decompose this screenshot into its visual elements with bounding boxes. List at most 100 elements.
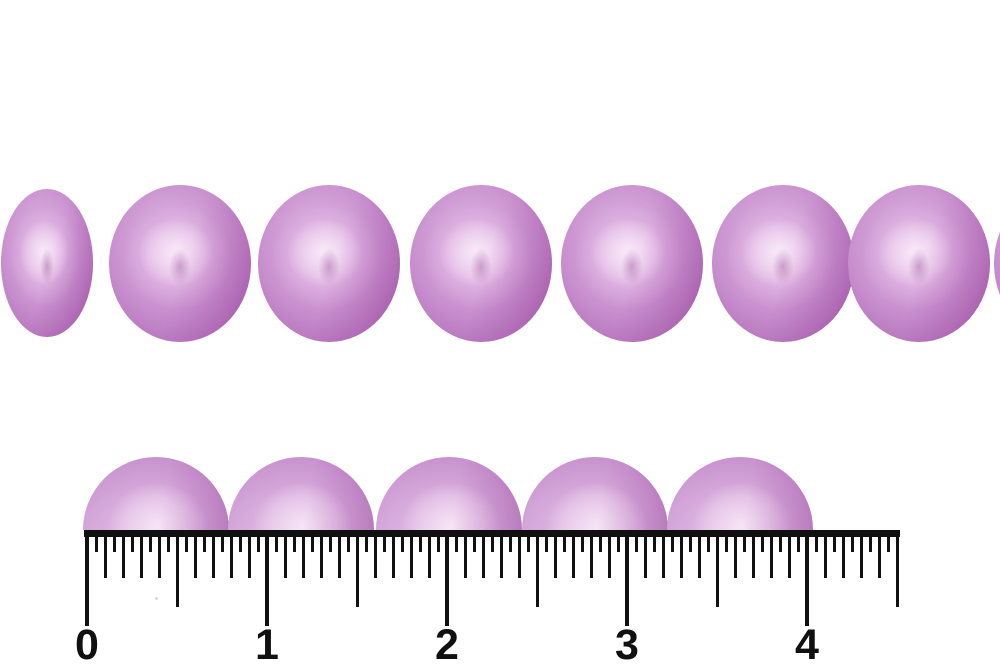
ruler-tick-half [176, 530, 179, 607]
ruler-tick-major [625, 530, 629, 626]
ruler-tick-medium [392, 530, 395, 578]
ruler-tick-major [445, 530, 449, 626]
ruler-tick-short [257, 530, 260, 552]
ruler-tick-short [563, 530, 566, 552]
ruler-tick-short [365, 530, 368, 552]
ruler-tick-short [149, 530, 152, 552]
pearl-bead [410, 185, 552, 342]
ruler-tick-short [707, 530, 710, 552]
ruler-tick-short [455, 530, 458, 552]
pearl-half-bead [667, 457, 813, 530]
pearl-half-bead [83, 457, 229, 530]
ruler-tick-short [743, 530, 746, 552]
ruler-tick-half [716, 530, 719, 607]
ruler-number-3: 3 [615, 621, 639, 666]
ruler-tick-medium [104, 530, 107, 578]
ruler-tick-medium [158, 530, 161, 578]
ruler-tick-short [95, 530, 98, 552]
ruler-tick-medium [482, 530, 485, 578]
ruler-tick-short [383, 530, 386, 552]
ruler-tick-short [617, 530, 620, 552]
ruler-tick-medium [752, 530, 755, 578]
ruler-tick-medium [428, 530, 431, 578]
ruler-tick-medium [374, 530, 377, 578]
ruler-tick-medium [734, 530, 737, 578]
ruler-tick-short [509, 530, 512, 552]
ruler-tick-medium [464, 530, 467, 578]
ruler-tick-short [221, 530, 224, 552]
ruler-tick-short [797, 530, 800, 552]
ruler-tick-short [437, 530, 440, 552]
pearl-bead [848, 185, 990, 342]
ruler-tick-short [689, 530, 692, 552]
ruler-tick-short [401, 530, 404, 552]
ruler-tick-short [581, 530, 584, 552]
ruler-tick-half [536, 530, 539, 607]
pearl-half-bead [522, 457, 668, 530]
ruler-tick-short [167, 530, 170, 552]
pearl-half-bead [376, 457, 522, 530]
ruler-tick-short [491, 530, 494, 552]
ruler-tick-half [356, 530, 359, 607]
ruler-tick-short [635, 530, 638, 552]
pearl-bead [712, 185, 854, 342]
ruler-tick-short [203, 530, 206, 552]
pearl-bead [1, 189, 93, 337]
ruler-tick-medium [194, 530, 197, 578]
ruler-tick-medium [572, 530, 575, 578]
ruler-tick-medium [608, 530, 611, 578]
ruler-tick-short [527, 530, 530, 552]
ruler-tick-half [896, 530, 899, 607]
ruler-tick-medium [518, 530, 521, 578]
ruler-tick-short [347, 530, 350, 552]
ruler-tick-medium [284, 530, 287, 578]
ruler-tick-medium [302, 530, 305, 578]
pearl-half-bead [228, 457, 374, 530]
ruler-tick-short [113, 530, 116, 552]
ruler-tick-short [311, 530, 314, 552]
ruler-tick-major [805, 530, 809, 626]
ruler-tick-medium [878, 530, 881, 578]
ruler-number-4: 4 [795, 621, 819, 666]
ruler-tick-medium [842, 530, 845, 578]
ruler-tick-short [869, 530, 872, 552]
ruler-tick-medium [698, 530, 701, 578]
ruler-tick-short [653, 530, 656, 552]
ruler-tick-short [851, 530, 854, 552]
pearl-bead [561, 185, 703, 342]
ruler-tick-medium [770, 530, 773, 578]
ruler-number-0: 0 [75, 621, 99, 666]
ruler-tick-medium [410, 530, 413, 578]
ruler-tick-medium [212, 530, 215, 578]
ruler-tick-short [887, 530, 890, 552]
ruler-tick-medium [122, 530, 125, 578]
ruler-tick-medium [140, 530, 143, 578]
ruler-tick-short [599, 530, 602, 552]
dust-speck [155, 597, 158, 600]
ruler-tick-medium [662, 530, 665, 578]
ruler-tick-short [725, 530, 728, 552]
ruler-tick-medium [500, 530, 503, 578]
ruler-tick-short [671, 530, 674, 552]
ruler-tick-medium [644, 530, 647, 578]
ruler-tick-medium [590, 530, 593, 578]
pearl-bead [994, 185, 1000, 342]
ruler-tick-medium [230, 530, 233, 578]
ruler-number-1: 1 [255, 621, 279, 666]
ruler-tick-short [545, 530, 548, 552]
ruler-tick-major [85, 530, 89, 626]
ruler-tick-short [473, 530, 476, 552]
ruler-tick-short [293, 530, 296, 552]
ruler-tick-medium [338, 530, 341, 578]
ruler-tick-medium [824, 530, 827, 578]
ruler-tick-short [185, 530, 188, 552]
ruler-tick-medium [554, 530, 557, 578]
ruler-tick-medium [248, 530, 251, 578]
ruler-tick-short [761, 530, 764, 552]
ruler-tick-short [329, 530, 332, 552]
ruler-number-2: 2 [435, 621, 459, 666]
ruler-tick-short [815, 530, 818, 552]
ruler-tick-short [779, 530, 782, 552]
ruler-tick-medium [860, 530, 863, 578]
